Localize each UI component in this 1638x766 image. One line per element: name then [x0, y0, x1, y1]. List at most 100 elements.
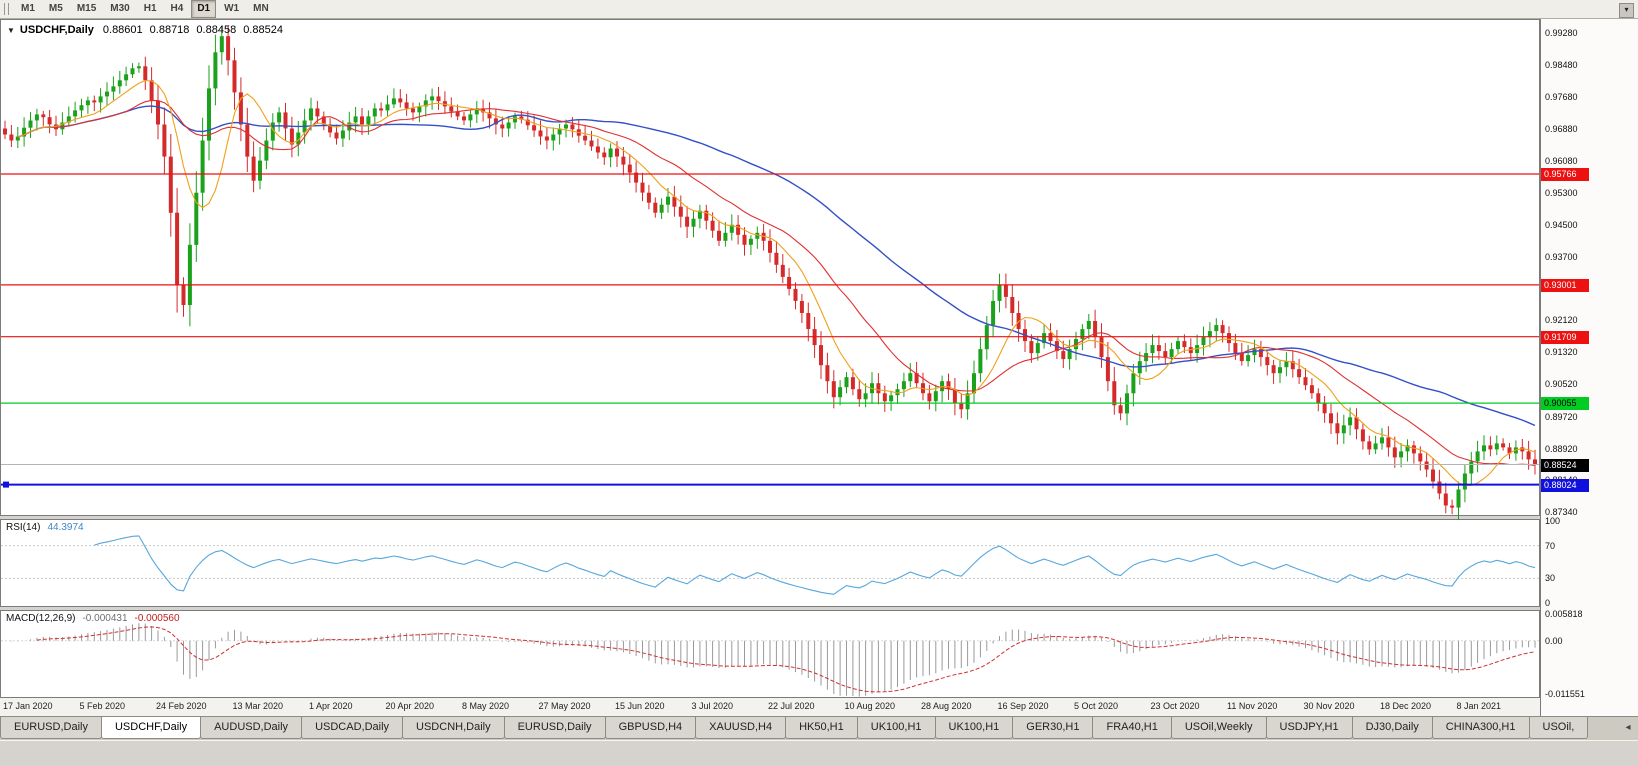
tab-uk100-h1[interactable]: UK100,H1 — [856, 717, 936, 739]
date-label: 22 Jul 2020 — [768, 701, 815, 711]
price-tick: 0.96080 — [1545, 156, 1578, 167]
price-tick: 0.96880 — [1545, 124, 1578, 135]
date-label: 16 Sep 2020 — [997, 701, 1049, 711]
tab-hk50-h1[interactable]: HK50,H1 — [785, 717, 858, 739]
date-label: 8 May 2020 — [462, 701, 510, 711]
tab-audusd-daily[interactable]: AUDUSD,Daily — [200, 717, 303, 739]
chart-title: ▼ USDCHF,Daily 0.88601 0.88718 0.88458 0.8852… — [7, 24, 290, 36]
time-axis[interactable]: 17 Jan 2020 5 Feb 2020 24 Feb 2020 13 Mar 2… — [0, 698, 1540, 716]
date-label: 3 Jul 2020 — [691, 701, 734, 711]
tab-usdjpy-h1[interactable]: USDJPY,H1 — [1265, 717, 1353, 739]
macd-value-main: -0.000431 — [82, 613, 128, 624]
tab-xauusd-h4[interactable]: XAUUSD,H4 — [695, 717, 787, 739]
price-tick: 0.92120 — [1545, 315, 1578, 326]
rsi-tick: 70 — [1545, 540, 1556, 551]
date-label: 24 Feb 2020 — [156, 701, 207, 711]
date-label: 5 Feb 2020 — [79, 701, 126, 711]
price-level-badge: 0.95766 — [1541, 167, 1589, 181]
chart-tab-bar: EURUSD,Daily USDCHF,Daily AUDUSD,Daily USDC… — [0, 716, 1638, 740]
price-scale[interactable]: 0.99280 0.98480 0.97680 0.96880 0.96080 0.953… — [1540, 19, 1638, 716]
tab-fra40-h1[interactable]: FRA40,H1 — [1092, 717, 1172, 739]
price-tick: 0.98480 — [1545, 60, 1578, 71]
ohlc-high: 0.88718 — [149, 24, 190, 36]
date-label: 5 Oct 2020 — [1074, 701, 1119, 711]
date-label: 10 Aug 2020 — [844, 701, 896, 711]
price-tick: 0.94500 — [1545, 219, 1578, 230]
price-tick: 0.89720 — [1545, 411, 1578, 422]
date-label: 20 Apr 2020 — [385, 701, 435, 711]
date-label: 17 Jan 2020 — [3, 701, 53, 711]
timeframe-button-h1[interactable]: H1 — [143, 3, 157, 14]
date-label: 13 Mar 2020 — [232, 701, 284, 711]
rsi-tick: 0 — [1545, 598, 1551, 608]
date-label: 11 Nov 2020 — [1227, 701, 1278, 711]
date-label: 8 Jan 2021 — [1456, 701, 1502, 711]
price-tick: 0.93700 — [1545, 251, 1578, 262]
chart-symbol: USDCHF,Daily — [19, 24, 94, 36]
tab-dj30-daily[interactable]: DJ30,Daily — [1351, 717, 1433, 739]
ohlc-low: 0.88458 — [196, 24, 237, 36]
macd-tick: -0.011551 — [1545, 689, 1585, 699]
macd-name: MACD(12,26,9) — [6, 613, 76, 624]
price-tick: 0.97680 — [1545, 92, 1578, 103]
tab-scroll-left-icon[interactable]: ◂ — [1625, 722, 1631, 733]
timeframe-button-d1[interactable]: D1 — [191, 0, 217, 18]
current-price-badge: 0.88524 — [1541, 458, 1589, 472]
timeframe-button-w1[interactable]: W1 — [224, 3, 240, 14]
tab-usoil[interactable]: USOil, — [1528, 717, 1589, 739]
price-chart-canvas[interactable] — [0, 19, 1540, 698]
date-label: 15 Jun 2020 — [615, 701, 665, 711]
rsi-name: RSI(14) — [6, 522, 41, 533]
date-label: 23 Oct 2020 — [1150, 701, 1200, 711]
timeframe-buttons: M1 M5 M15 M30 H1 H4 D1 W1 MN — [14, 0, 276, 18]
tab-eurusd-daily[interactable]: EURUSD,Daily — [503, 717, 606, 739]
toolbar-grip-handle[interactable] — [4, 3, 9, 15]
status-bar — [0, 740, 1638, 766]
timeframe-button-m5[interactable]: M5 — [48, 3, 63, 14]
date-label: 1 Apr 2020 — [309, 701, 353, 711]
price-level-badge: 0.93001 — [1541, 278, 1589, 292]
timeframe-button-m1[interactable]: M1 — [21, 3, 35, 14]
tab-usdcnh-daily[interactable]: USDCNH,Daily — [402, 717, 505, 739]
macd-label: MACD(12,26,9) -0.000431 -0.000560 — [6, 613, 180, 624]
timeframe-button-h4[interactable]: H4 — [170, 3, 184, 14]
macd-tick: 0.005818 — [1545, 609, 1583, 619]
tab-ger30-h1[interactable]: GER30,H1 — [1012, 717, 1094, 739]
ohlc-close: 0.88524 — [243, 24, 283, 36]
timeframe-button-m30[interactable]: M30 — [110, 3, 130, 14]
macd-value-signal: -0.000560 — [134, 613, 180, 624]
price-level-badge: 0.90055 — [1541, 397, 1589, 411]
price-level-badge: 0.91709 — [1541, 330, 1589, 344]
timeframe-button-m15[interactable]: M15 — [76, 3, 97, 14]
tab-usdcad-daily[interactable]: USDCAD,Daily — [301, 717, 404, 739]
ohlc-open: 0.88601 — [102, 24, 143, 36]
rsi-tick: 30 — [1545, 573, 1556, 584]
price-tick: 0.95300 — [1545, 187, 1578, 198]
tab-china300-h1[interactable]: CHINA300,H1 — [1431, 717, 1530, 739]
price-tick: 0.90520 — [1545, 379, 1578, 390]
chart-tabs: EURUSD,Daily USDCHF,Daily AUDUSD,Daily USDC… — [0, 717, 1620, 739]
rsi-tick: 100 — [1545, 516, 1561, 526]
price-level-badge: 0.88024 — [1541, 478, 1589, 492]
date-label: 30 Nov 2020 — [1303, 701, 1355, 711]
tab-gbpusd-h4[interactable]: GBPUSD,H4 — [604, 717, 697, 739]
rsi-label: RSI(14) 44.3974 — [6, 522, 84, 533]
date-label: 27 May 2020 — [538, 701, 591, 711]
date-label: 28 Aug 2020 — [921, 701, 972, 711]
price-tick: 0.88920 — [1545, 443, 1578, 454]
tab-usdchf-daily[interactable]: USDCHF,Daily — [100, 717, 202, 739]
timeframe-button-mn[interactable]: MN — [253, 3, 269, 14]
price-tick: 0.99280 — [1545, 28, 1578, 38]
macd-tick: 0.00 — [1545, 635, 1563, 646]
tab-usoil-weekly[interactable]: USOil,Weekly — [1170, 717, 1267, 739]
timeframe-toolbar: M1 M5 M15 M30 H1 H4 D1 W1 MN ▾ — [0, 0, 1638, 19]
price-tick: 0.91320 — [1545, 347, 1578, 358]
collapse-chart-icon[interactable]: ▼ — [7, 26, 15, 35]
toolbar-more-icon[interactable]: ▾ — [1619, 3, 1634, 18]
date-label: 18 Dec 2020 — [1380, 701, 1432, 711]
tab-eurusd-daily[interactable]: EURUSD,Daily — [0, 717, 102, 739]
tab-uk100-h1[interactable]: UK100,H1 — [934, 717, 1014, 739]
price-tick: 0.87340 — [1545, 507, 1578, 517]
chart-stage: ▼ USDCHF,Daily 0.88601 0.88718 0.88458 0.8852… — [0, 19, 1638, 716]
